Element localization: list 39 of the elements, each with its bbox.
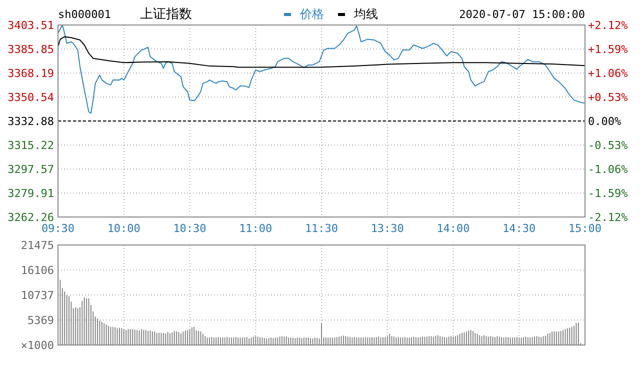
y-tick-label: 3332.88	[8, 115, 54, 128]
x-tick-label: 11:30	[304, 222, 338, 235]
legend-label: 均线	[353, 7, 378, 21]
y2-tick-label: 0.00%	[588, 115, 622, 128]
y2-tick-label: +2.12%	[588, 19, 628, 32]
y-tick-label: 3262.26	[8, 211, 54, 224]
y2-tick-label: -1.59%	[588, 187, 628, 200]
y-tick-label: 3368.19	[8, 67, 54, 80]
y-tick-label: 3279.91	[8, 187, 54, 200]
x-tick-label: 14:00	[436, 222, 470, 235]
x-tick-label: 10:00	[107, 222, 140, 235]
y-tick-label: 16106	[20, 264, 54, 277]
chart-subtitle: sh000001	[58, 8, 111, 21]
y-tick-label: 3297.57	[8, 163, 54, 176]
line-series	[58, 24, 586, 114]
y-tick-label: 3403.51	[8, 19, 54, 32]
y2-tick-label: -1.06%	[588, 163, 628, 176]
x-tick-label: 10:30	[173, 222, 206, 235]
y2-tick-label: +1.06%	[588, 67, 628, 80]
y-tick-label: 3350.54	[8, 91, 54, 104]
x-tick-label: 11:00	[239, 222, 272, 235]
y-tick-label: 5369	[28, 314, 54, 327]
y-axis-title: ×1000	[20, 339, 54, 352]
y-tick-label: 10737	[20, 289, 54, 302]
y-tick-label: 3315.22	[8, 139, 54, 152]
x-tick-label: 14:30	[502, 222, 536, 235]
y-tick-label: 3385.85	[8, 43, 54, 56]
y2-tick-label: +1.59%	[588, 43, 628, 56]
y2-tick-label: -2.12%	[588, 211, 628, 224]
y2-tick-label: -0.53%	[588, 139, 628, 152]
x-tick-label: 15:00	[568, 222, 602, 235]
legend-label: 价格	[299, 7, 324, 21]
y2-tick-label: +0.53%	[588, 91, 628, 104]
x-tick-label: 09:30	[41, 222, 75, 235]
line-series	[58, 36, 586, 68]
chart-title: 上证指数	[140, 7, 192, 22]
text: 2020-07-07 15:00:00	[459, 8, 585, 21]
x-tick-label: 13:30	[370, 222, 404, 235]
y-tick-label: 21475	[20, 239, 54, 252]
